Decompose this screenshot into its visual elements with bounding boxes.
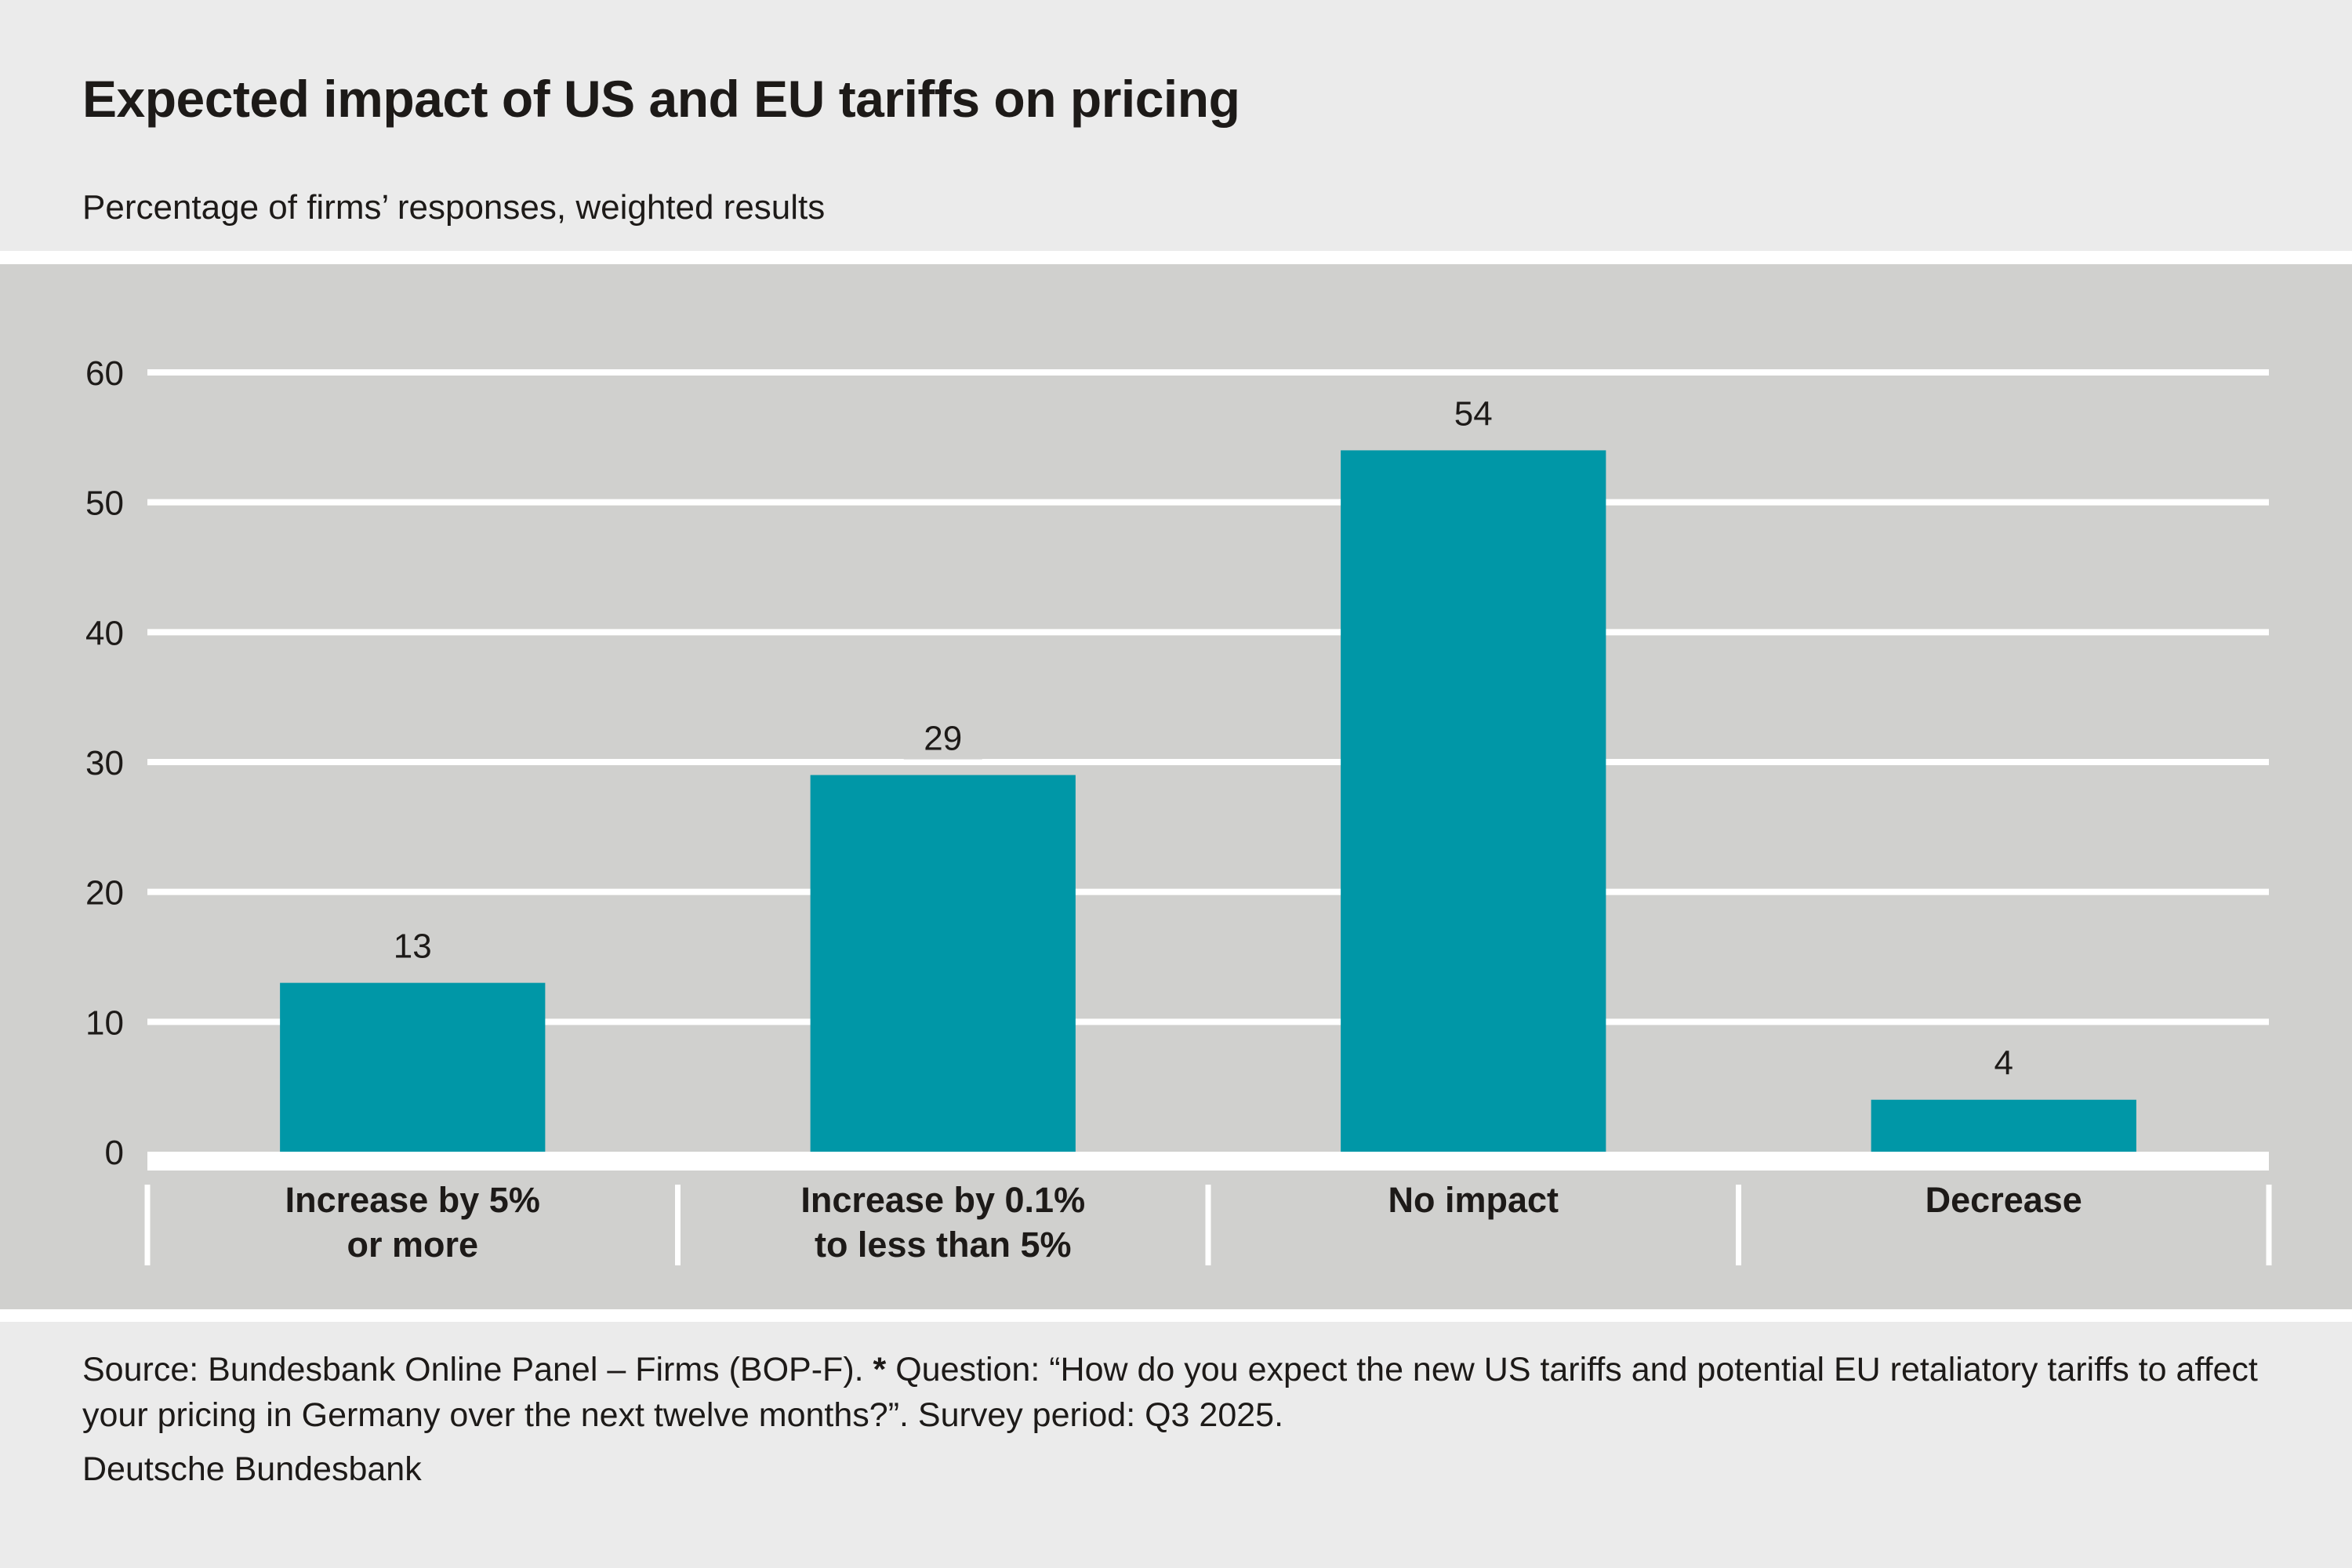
category-label-3: No impact xyxy=(1388,1180,1559,1220)
y-axis-ticks: 0 10 20 30 40 50 60 xyxy=(85,354,124,1172)
x-axis-category-labels: Increase by 5% or more Increase by 0.1% to … xyxy=(285,1180,2082,1265)
data-label-bg-4 xyxy=(1964,1035,2043,1084)
x-axis-ticks xyxy=(144,1185,2272,1265)
data-label-bg-3 xyxy=(1434,386,1513,435)
chart-title: Expected impact of US and EU tariffs on … xyxy=(82,70,1240,128)
data-label-bg-1 xyxy=(373,918,452,967)
publisher-credit: Deutsche Bundesbank xyxy=(82,1450,422,1488)
footer-panel xyxy=(0,1322,2352,1568)
category-label-line: Increase by 0.1% xyxy=(800,1180,1085,1220)
category-label-1: Increase by 5% or more xyxy=(285,1180,540,1265)
y-tick-label-30: 30 xyxy=(85,744,124,782)
category-label-4: Decrease xyxy=(1926,1180,2082,1220)
category-label-line: Decrease xyxy=(1926,1180,2082,1220)
y-tick-label-50: 50 xyxy=(85,485,124,523)
data-label-4: 4 xyxy=(1994,1044,2013,1083)
category-label-line: Increase by 5% xyxy=(285,1180,540,1220)
header-panel xyxy=(0,0,2352,251)
data-label-1: 13 xyxy=(394,927,432,966)
gridlines xyxy=(147,369,2269,1171)
bar-2 xyxy=(810,775,1076,1152)
y-tick-label-60: 60 xyxy=(85,354,124,393)
chart-subtitle: Percentage of firms’ responses, weighted… xyxy=(82,188,826,227)
y-tick-label-0: 0 xyxy=(105,1134,124,1172)
source-footnote: Source: Bundesbank Online Panel – Firms … xyxy=(82,1347,2278,1438)
bars xyxy=(280,450,2136,1152)
category-label-line: No impact xyxy=(1388,1180,1559,1220)
y-tick-label-40: 40 xyxy=(85,614,124,652)
question-text: Question: “How do you expect the new US … xyxy=(82,1351,2258,1434)
divider-top xyxy=(0,251,2352,264)
footnote-star: * xyxy=(873,1351,887,1388)
category-label-line: to less than 5% xyxy=(815,1225,1072,1265)
source-text: Source: Bundesbank Online Panel – Firms … xyxy=(82,1351,864,1388)
data-label-bg-2 xyxy=(903,710,982,760)
bar-4 xyxy=(1871,1099,2136,1152)
divider-bottom xyxy=(0,1309,2352,1322)
bar-1 xyxy=(280,982,546,1152)
data-label-2: 29 xyxy=(924,720,962,758)
y-tick-label-20: 20 xyxy=(85,874,124,913)
data-labels: 13 29 54 4 xyxy=(373,386,2043,1084)
category-label-2: Increase by 0.1% to less than 5% xyxy=(800,1180,1085,1265)
bar-3 xyxy=(1341,450,1606,1152)
category-label-line: or more xyxy=(347,1225,478,1265)
data-label-3: 54 xyxy=(1454,394,1493,433)
y-tick-label-10: 10 xyxy=(85,1004,124,1042)
